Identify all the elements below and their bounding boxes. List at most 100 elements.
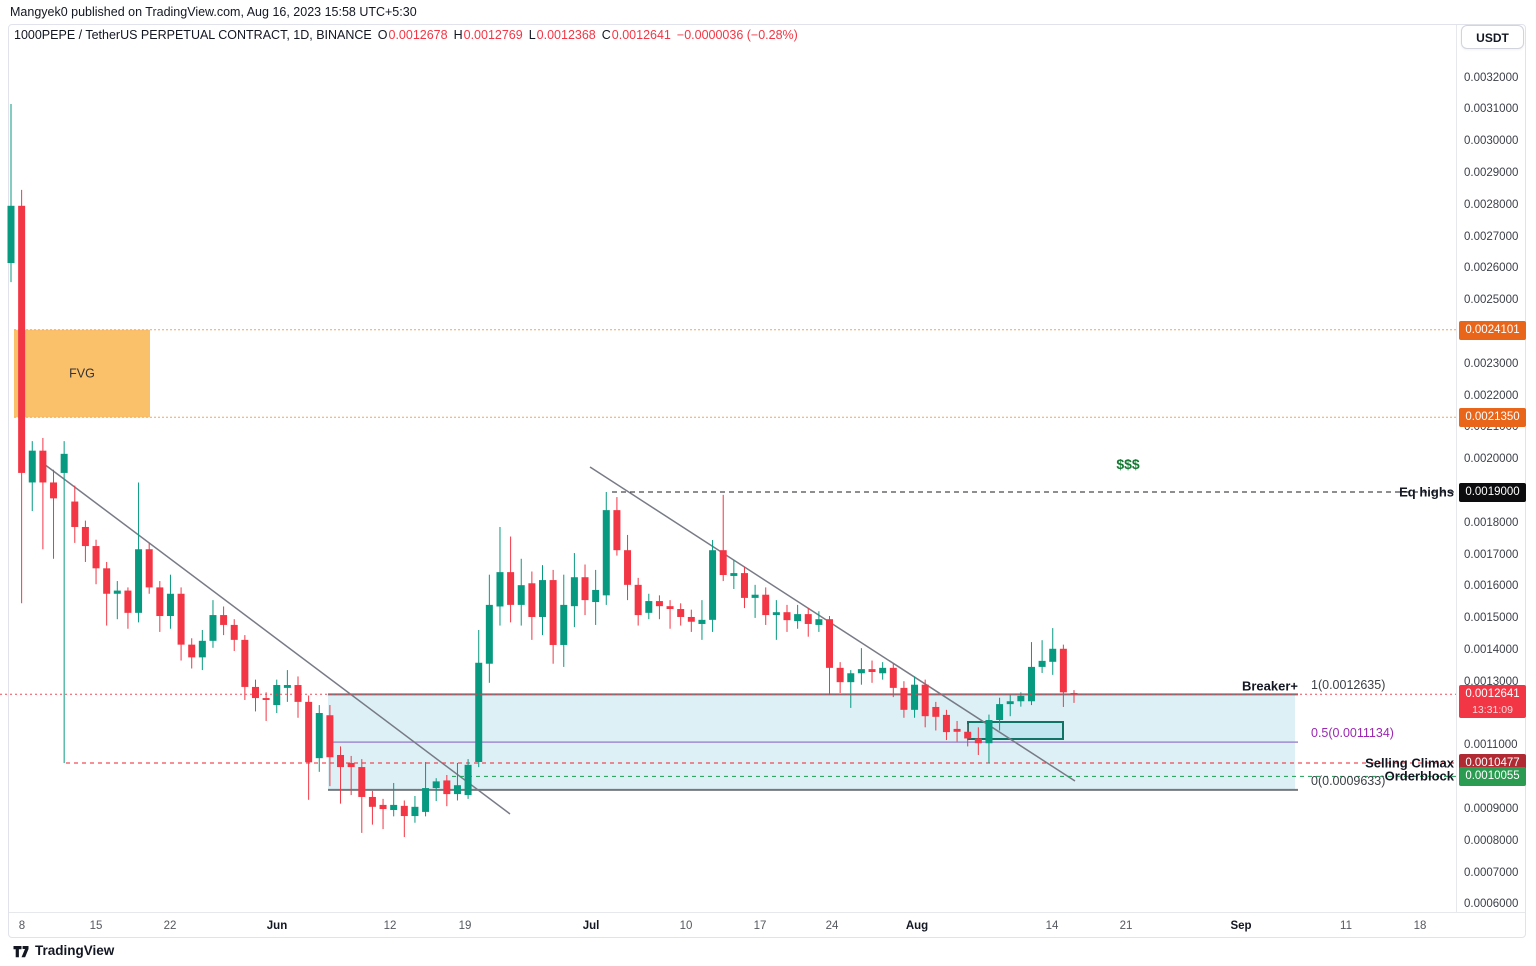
candle-down: [974, 738, 982, 744]
candle-down: [634, 584, 642, 616]
candle-down: [900, 687, 908, 710]
candle-down: [262, 698, 270, 700]
price-axis-separator: [1456, 25, 1457, 912]
currency-unit-button[interactable]: USDT: [1461, 25, 1524, 49]
candle-down: [624, 550, 632, 585]
trendline: [43, 463, 511, 815]
candle-down: [942, 714, 950, 733]
candle-up: [453, 785, 461, 795]
candle-up: [751, 594, 759, 598]
ohlc-low: L0.0012368: [528, 28, 596, 42]
candle-down: [932, 706, 940, 717]
candle-up: [985, 720, 993, 744]
candle-up: [1038, 660, 1046, 667]
change-value: −0.0000036 (−0.28%): [676, 28, 798, 42]
candle-down: [655, 601, 663, 607]
candle-up: [315, 713, 323, 759]
time-axis-separator: [9, 912, 1525, 913]
candle-up: [709, 550, 717, 620]
candle-down: [826, 619, 834, 668]
attribution[interactable]: TradingView: [12, 942, 114, 959]
candle-down: [230, 624, 238, 640]
candle-down: [687, 616, 695, 622]
candle-down: [740, 573, 748, 598]
candle-down: [549, 580, 557, 645]
symbol-title: 1000PEPE / TetherUS PERPETUAL CONTRACT, …: [14, 28, 372, 42]
candle-up: [1006, 701, 1014, 705]
candle-up: [273, 685, 281, 706]
candle-up: [432, 781, 440, 789]
candle-up: [772, 612, 780, 616]
candle-down: [156, 587, 164, 617]
candle-down: [677, 609, 685, 617]
candle-up: [1017, 695, 1025, 702]
candle-up: [645, 601, 653, 613]
candle-down: [18, 205, 26, 473]
candle-up: [698, 619, 706, 624]
candle-down: [507, 572, 515, 605]
candle-down: [379, 804, 387, 810]
tradingview-brand-text: TradingView: [35, 943, 115, 958]
candle-down: [103, 568, 111, 594]
candle-up: [592, 589, 600, 603]
candle-down: [326, 715, 334, 758]
candle-up: [496, 572, 504, 607]
candle-up: [730, 573, 738, 576]
ohlc-close: C0.0012641: [601, 28, 671, 42]
candle-down: [294, 685, 302, 702]
candle-down: [241, 639, 249, 687]
candle-up: [464, 764, 472, 796]
candle-down: [358, 767, 366, 797]
candle-down: [50, 482, 58, 499]
candle-up: [794, 614, 802, 622]
candle-down: [666, 606, 674, 610]
candle-down: [81, 526, 89, 547]
candle-up: [7, 205, 15, 264]
candle-up: [485, 604, 493, 664]
candle-down: [400, 805, 408, 817]
candle-down: [613, 510, 621, 551]
candle-down: [443, 780, 451, 795]
candle-down: [889, 667, 897, 688]
candle-down: [368, 796, 376, 807]
fvg-box: [14, 329, 150, 418]
candle-down: [177, 593, 185, 645]
candle-down: [145, 549, 153, 588]
candle-up: [996, 704, 1004, 721]
fvg-label: FVG: [69, 367, 95, 381]
candle-down: [581, 577, 589, 601]
candle-up: [911, 684, 919, 710]
candle-up: [570, 577, 578, 607]
candle-up: [60, 453, 68, 473]
orderblock-box: [967, 721, 1064, 740]
candle-up: [815, 619, 823, 625]
candle-down: [836, 667, 844, 683]
candle-up: [411, 806, 419, 817]
candlestick-chart[interactable]: FVG: [0, 25, 1456, 912]
candle-down: [921, 684, 929, 717]
tradingview-logo-icon: [13, 946, 29, 958]
candle-down: [783, 612, 791, 621]
publish-caption: Mangyek0 published on TradingView.com, A…: [10, 5, 417, 19]
candle-up: [1027, 666, 1035, 702]
candle-down: [762, 594, 770, 616]
candle-down: [337, 754, 345, 768]
candle-down: [953, 728, 961, 732]
candle-up: [113, 590, 121, 594]
candle-up: [517, 585, 525, 605]
candle-up: [209, 615, 217, 641]
candle-up: [198, 640, 206, 658]
candle-down: [124, 590, 132, 613]
candle-down: [71, 501, 79, 527]
candle-down: [220, 615, 228, 625]
chart-pane-border: [8, 24, 1526, 938]
candle-down: [39, 450, 47, 483]
candle-down: [305, 701, 313, 763]
candle-up: [1049, 648, 1057, 662]
candle-up: [602, 510, 610, 596]
ohlc-open: O0.0012678: [377, 28, 448, 42]
candle-down: [964, 731, 972, 739]
candle-down: [868, 669, 876, 672]
candle-up: [857, 669, 865, 674]
